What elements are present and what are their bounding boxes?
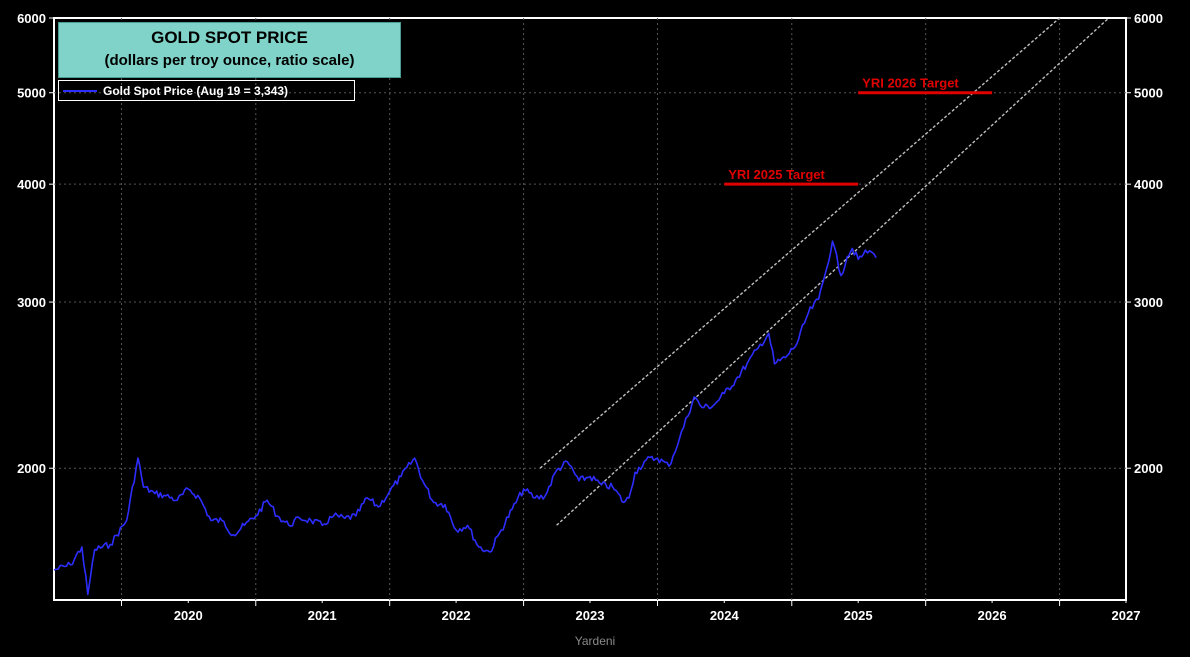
y-tick-label-left: 3000 bbox=[17, 295, 46, 310]
target-label-0: YRI 2025 Target bbox=[728, 167, 825, 182]
y-tick-label-right: 2000 bbox=[1134, 461, 1163, 476]
chart-title: GOLD SPOT PRICE bbox=[151, 28, 308, 47]
source-footer: Yardeni bbox=[574, 634, 616, 648]
x-tick-label: 2023 bbox=[576, 608, 605, 623]
y-tick-label-left: 2000 bbox=[17, 461, 46, 476]
x-tick-label: 2025 bbox=[844, 608, 873, 623]
chart-title-box: GOLD SPOT PRICE (dollars per troy ounce,… bbox=[58, 22, 401, 78]
y-tick-label-right: 3000 bbox=[1134, 295, 1163, 310]
y-tick-label-left: 5000 bbox=[17, 86, 46, 101]
chart-subtitle: (dollars per troy ounce, ratio scale) bbox=[104, 52, 355, 69]
plot-area bbox=[53, 17, 1127, 601]
y-tick-label-left: 4000 bbox=[17, 177, 46, 192]
legend: Gold Spot Price (Aug 19 = 3,343) bbox=[58, 80, 355, 101]
legend-swatch bbox=[63, 89, 97, 92]
target-annotations: YRI 2025 Target YRI 2026 Target bbox=[724, 76, 993, 186]
y-tick-label-right: 4000 bbox=[1134, 177, 1163, 192]
price-series bbox=[53, 240, 877, 596]
legend-label: Gold Spot Price (Aug 19 = 3,343) bbox=[103, 83, 289, 98]
x-tick-label: 2022 bbox=[442, 608, 471, 623]
series-line bbox=[53, 240, 877, 596]
x-tick-label: 2020 bbox=[174, 608, 203, 623]
target-label-1: YRI 2026 Target bbox=[862, 76, 959, 91]
y-tick-label-left: 6000 bbox=[17, 11, 46, 26]
x-tick-label: 2026 bbox=[978, 608, 1007, 623]
x-tick-label: 2024 bbox=[710, 608, 740, 623]
y-tick-label-right: 5000 bbox=[1134, 86, 1163, 101]
x-tick-label: 2027 bbox=[1112, 608, 1141, 623]
grid bbox=[54, 18, 1126, 600]
y-tick-label-right: 6000 bbox=[1134, 11, 1163, 26]
axes: 2000 2000 3000 3000 4000 4000 5000 5000 6000 6000… bbox=[17, 11, 1163, 623]
x-tick-label: 2021 bbox=[308, 608, 337, 623]
